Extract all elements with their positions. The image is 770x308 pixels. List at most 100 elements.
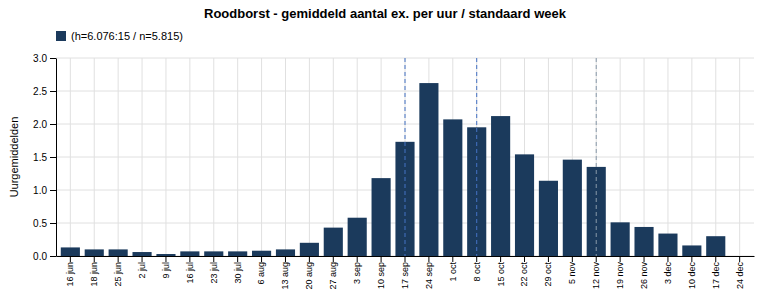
grid-line [739, 58, 740, 256]
tick-mark [189, 256, 190, 262]
tick: 2.5 [33, 86, 56, 97]
tick-label: 29 oct [543, 262, 553, 287]
tick: 27 aug [328, 256, 338, 290]
tick: 15 oct [495, 256, 505, 287]
tick-mark [165, 256, 166, 262]
tick-mark [118, 256, 119, 262]
tick-mark [381, 256, 382, 262]
tick-mark [691, 256, 692, 262]
grid-line [213, 58, 214, 256]
tick-label: 0.0 [33, 251, 47, 262]
tick-mark [428, 256, 429, 262]
tick: 1.0 [33, 185, 56, 196]
tick-label: 12 nov [591, 262, 601, 290]
grid-line [596, 58, 597, 256]
grid-line [309, 58, 310, 256]
grid-line [691, 58, 692, 256]
tick-mark [50, 223, 56, 224]
chart: 16 jun 18 jun 25 jun 2 jul 9 jul 16 jul 23 jul… [0, 0, 770, 308]
tick: 0.5 [33, 218, 56, 229]
tick-mark [237, 256, 238, 262]
tick-mark [524, 256, 525, 262]
tick-label: 16 jun [65, 262, 75, 287]
tick-mark [620, 256, 621, 262]
tick: 1 oct [448, 256, 458, 282]
tick: 2.0 [33, 119, 56, 130]
bar [682, 245, 701, 256]
tick-label: 10 dec [687, 262, 697, 290]
tick: 19 nov [615, 256, 625, 289]
tick-mark [70, 256, 71, 262]
tick-label: 20 aug [304, 262, 314, 290]
reference-line [476, 58, 477, 256]
bar [132, 252, 151, 256]
bar [252, 251, 271, 256]
tick-label: 16 jul [185, 262, 195, 284]
tick-label: 2.0 [33, 119, 47, 130]
tick-label: 24 sep [424, 262, 434, 289]
tick-mark [572, 256, 573, 262]
title: Roodborst - gemiddeld aantal ex. per uur… [204, 6, 567, 21]
bar [324, 228, 343, 256]
tick: 26 nov [639, 256, 649, 289]
bar [443, 119, 462, 256]
grid-line [189, 58, 190, 256]
x-axis: 16 jun 18 jun 25 jun 2 jul 9 jul 16 jul 23 jul… [57, 256, 755, 290]
tick: 23 jul [209, 256, 219, 284]
grid-line [142, 58, 143, 256]
tick: 16 jul [185, 256, 195, 284]
tick: 13 aug [280, 256, 290, 290]
bar [276, 249, 295, 256]
grid-line [70, 58, 71, 256]
tick: 3 dec [663, 256, 673, 284]
tick-label: 23 jul [209, 262, 219, 284]
tick-label: 18 jun [89, 262, 99, 287]
grid-line [261, 58, 262, 256]
tick-mark [452, 256, 453, 262]
tick-label: 30 jul [233, 262, 243, 284]
bar [491, 116, 510, 256]
tick: 3 sep [352, 256, 362, 284]
tick-mark [739, 256, 740, 262]
grid-line [118, 58, 119, 256]
bar [658, 234, 677, 256]
tick-label: 24 dec [735, 262, 745, 290]
tick: 18 jun [89, 256, 99, 287]
tick: 16 jun [65, 256, 75, 287]
tick: 0.0 [33, 251, 56, 262]
tick: 5 nov [567, 256, 577, 284]
tick-label: 6 aug [256, 262, 266, 285]
bar [85, 249, 104, 256]
bar [611, 222, 630, 256]
tick: 20 aug [304, 256, 314, 290]
grid-line [715, 58, 716, 256]
tick-label: 17 sep [400, 262, 410, 289]
tick: 9 jul [161, 256, 171, 279]
bar [563, 160, 582, 256]
grid-line [476, 58, 477, 256]
tick-label: 1.0 [33, 185, 47, 196]
bar [156, 254, 175, 256]
tick: 2 jul [137, 256, 147, 279]
bar [730, 256, 749, 257]
tick-mark [333, 256, 334, 262]
axis-line [56, 59, 57, 257]
tick-label: 0.5 [33, 218, 47, 229]
tick-label: 3.0 [33, 53, 47, 64]
grid-line [405, 58, 406, 256]
tick: 25 jun [113, 256, 123, 287]
tick: 3.0 [33, 53, 56, 64]
bar [300, 243, 319, 256]
tick-label: 1.5 [33, 152, 47, 163]
grid-line [667, 58, 668, 256]
grid-line [285, 58, 286, 256]
reference-line [596, 58, 597, 256]
reference-line [405, 58, 406, 256]
tick-mark [50, 58, 56, 59]
tick-label: 2.5 [33, 86, 47, 97]
tick: 29 oct [543, 256, 553, 287]
tick-mark [142, 256, 143, 262]
tick-mark [644, 256, 645, 262]
tick-mark [476, 256, 477, 262]
tick: 1.5 [33, 152, 56, 163]
